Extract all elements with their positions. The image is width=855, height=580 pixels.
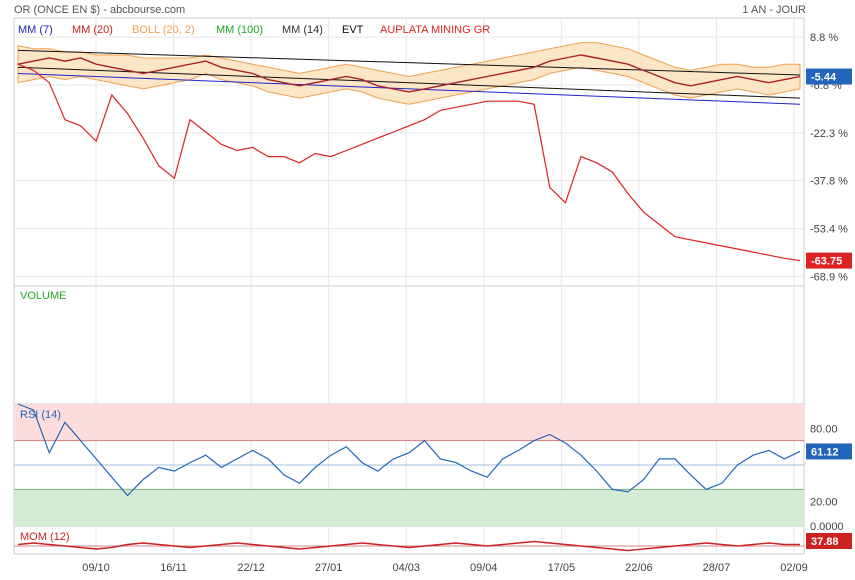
x-tick-label: 04/03 xyxy=(392,562,420,574)
rsi-oversold-zone xyxy=(14,489,804,526)
rsi-tick-label: 80.00 xyxy=(810,423,838,435)
rsi-last-badge: 61.12 xyxy=(811,446,839,458)
trendline xyxy=(17,49,801,76)
rsi-line xyxy=(17,403,801,497)
x-tick-label: 09/04 xyxy=(470,562,498,574)
rsi-axis: 80.00 20.00 0.0000 61.12 xyxy=(806,423,852,533)
auplata-last-badge: -63.75 xyxy=(811,256,842,268)
volume-panel-frame xyxy=(13,285,805,405)
x-tick-label: 02/09 xyxy=(780,562,808,574)
price-axis: 8.8 %-6.8 %-22.3 %-37.8 %-53.4 %-68.9 %-… xyxy=(806,32,852,283)
x-tick-label: 28/07 xyxy=(703,562,731,574)
price-tick-label: -68.9 % xyxy=(810,271,848,283)
legend-item: MM (100) xyxy=(216,24,263,36)
price-tick-label: -22.3 % xyxy=(810,128,848,140)
rsi-plot xyxy=(14,403,804,526)
x-tick-label: 27/01 xyxy=(315,562,343,574)
mom-line xyxy=(17,540,800,552)
mom-last-badge-bg xyxy=(806,533,852,549)
mom-plot xyxy=(14,540,804,552)
legend-item: MM (7) xyxy=(18,24,53,36)
legend-item: AUPLATA MINING GR xyxy=(380,24,490,36)
price-tick-label: 8.8 % xyxy=(810,32,838,44)
rsi-last-badge-bg xyxy=(806,443,852,460)
auplata-last-badge-bg xyxy=(806,252,852,269)
x-tick-label: 22/12 xyxy=(237,562,265,574)
price-tick-label: -53.4 % xyxy=(810,224,848,236)
rsi-title: RSI (14) xyxy=(20,409,61,421)
x-tick-label: 22/06 xyxy=(625,562,653,574)
gold-last-badge: -5.44 xyxy=(811,72,837,84)
bollinger-band xyxy=(17,42,801,105)
trendline xyxy=(17,72,801,105)
gold-last-badge-bg xyxy=(806,68,852,85)
chart-title: OR (ONCE EN $) - abcbourse.com xyxy=(14,4,185,16)
legend-item: BOLL (20, 2) xyxy=(132,24,195,36)
period-label: 1 AN - JOUR xyxy=(742,4,806,16)
legend-item: MM (14) xyxy=(282,24,323,36)
price-plot xyxy=(17,42,801,262)
x-axis: 09/10 16/11 22/12 27/01 04/03 09/04 17/05 22/06… xyxy=(82,562,808,574)
x-tick-label: 09/10 xyxy=(82,562,110,574)
rsi-tick-label: 0.0000 xyxy=(810,521,844,533)
mom-panel-frame xyxy=(13,525,805,555)
rsi-tick-label: 20.00 xyxy=(810,497,838,509)
x-tick-label: 17/05 xyxy=(548,562,576,574)
mom-last-badge: 37.88 xyxy=(811,536,839,548)
auplata-series-line xyxy=(17,63,801,262)
legend-item: MM (20) xyxy=(72,24,113,36)
volume-title: VOLUME xyxy=(20,290,66,302)
legend: MM (7) MM (20) BOLL (20, 2) MM (100) MM (14)… xyxy=(18,24,490,36)
rsi-overbought-zone xyxy=(14,404,804,441)
gold-series-line xyxy=(17,54,801,93)
mom-axis: 37.88 xyxy=(806,533,852,549)
mom-title: MOM (12) xyxy=(20,531,70,543)
x-tick-label: 16/11 xyxy=(160,562,187,574)
price-tick-label: -37.8 % xyxy=(810,176,848,188)
legend-item: EVT xyxy=(342,24,364,36)
